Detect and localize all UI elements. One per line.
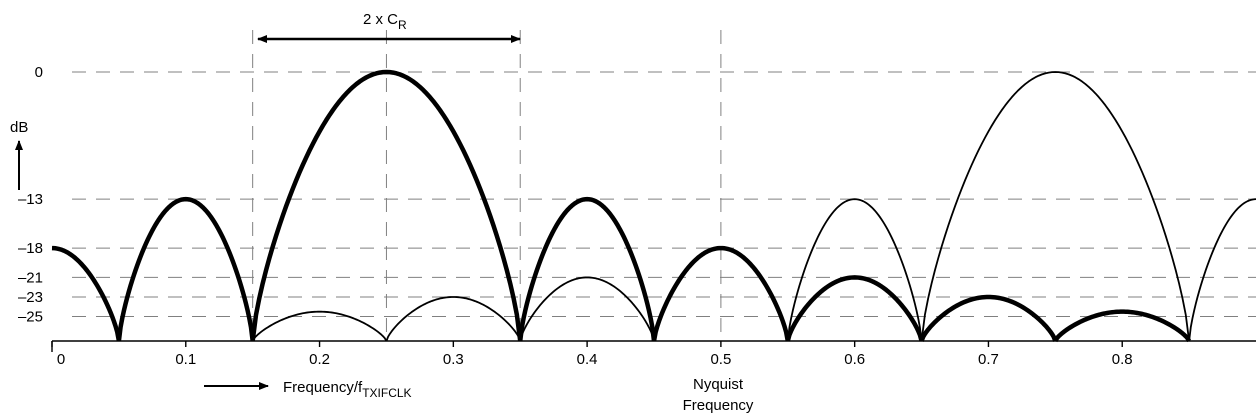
thick-lobe-7	[1053, 309, 1192, 343]
x-tick-label-8: 0.8	[1112, 351, 1133, 368]
x-tick-label-4: 0.4	[577, 351, 598, 368]
y-ticks: 0 –13 –18 –21 –23 –25	[18, 64, 43, 326]
x-tick-label-1: 0.1	[175, 351, 196, 368]
thick-lobe-0	[51, 245, 122, 342]
bandwidth-label: 2 x CR	[363, 11, 407, 32]
x-tick-label-2: 0.2	[309, 351, 330, 368]
spectrum-curves	[51, 69, 1256, 343]
thin-lobe-5	[1188, 198, 1256, 342]
x-axis-label-sub: TXIFCLK	[362, 386, 411, 400]
bandwidth-label-sub: R	[398, 18, 407, 32]
thin-lobe-2	[519, 276, 655, 342]
y-tick-label-5: –25	[18, 309, 43, 326]
x-tick-label-6: 0.6	[844, 351, 865, 368]
x-tick-label-3: 0.3	[443, 351, 464, 368]
thick-lobe-2	[250, 69, 523, 342]
thick-lobe-4	[651, 245, 790, 342]
thick-lobe-6	[919, 294, 1058, 342]
thick-lobe-5	[785, 275, 924, 342]
guide-lines	[72, 30, 1256, 341]
thin-lobe-1	[385, 296, 522, 342]
y-tick-label-0: 0	[35, 64, 43, 81]
x-tick-label-7: 0.7	[978, 351, 999, 368]
thin-lobe-0	[251, 310, 388, 342]
x-tick-label-0: 0	[57, 351, 65, 368]
thick-lobe-1	[116, 196, 255, 342]
thin-lobe-4	[920, 71, 1191, 342]
nyquist-label-line2: Frequency	[683, 397, 754, 414]
y-axis-label: dB	[10, 119, 28, 136]
y-tick-label-3: –21	[18, 269, 43, 286]
x-ticks: 0 0.1 0.2 0.3 0.4 0.5 0.6 0.7 0.8	[51, 341, 1133, 368]
thick-lobe-3	[517, 196, 657, 342]
y-tick-label-2: –18	[18, 240, 43, 257]
y-tick-label-1: –13	[18, 191, 43, 208]
y-tick-label-4: –23	[18, 289, 43, 306]
thin-lobe-3	[786, 198, 923, 342]
nyquist-label-line1: Nyquist	[693, 376, 744, 393]
x-tick-label-5: 0.5	[710, 351, 731, 368]
x-axis-label: Frequency/fTXIFCLK	[283, 379, 412, 400]
